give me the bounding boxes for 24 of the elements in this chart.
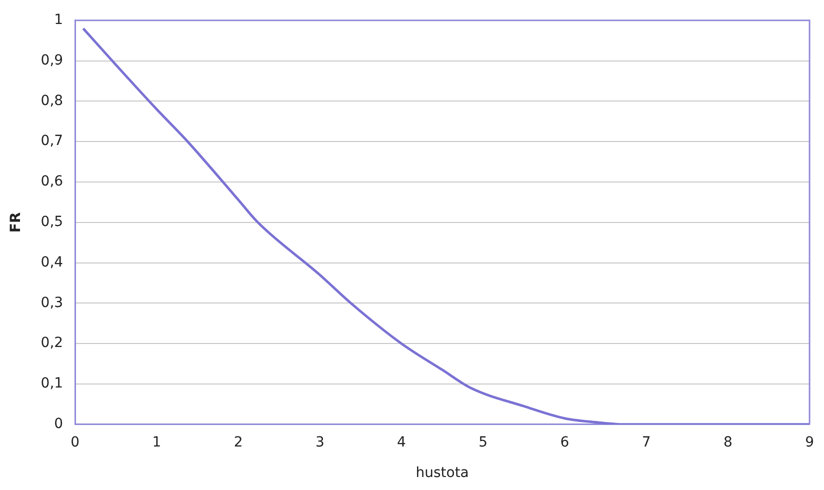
- x-tick-label: 7: [642, 434, 651, 450]
- y-tick-label: 0: [54, 416, 64, 432]
- x-tick-label: 0: [70, 434, 80, 450]
- x-tick-label: 5: [478, 434, 488, 450]
- x-tick-label: 4: [397, 434, 406, 450]
- x-axis-title: hustota: [416, 465, 469, 482]
- x-tick-label: 1: [152, 434, 162, 450]
- x-tick-label: 8: [723, 434, 732, 450]
- y-tick-label: 0,1: [40, 376, 64, 392]
- x-tick-label: 9: [805, 434, 814, 450]
- y-tick-label: 0,7: [40, 133, 64, 150]
- y-tick-label: 0,6: [40, 174, 64, 190]
- x-tick-label: 3: [315, 434, 324, 450]
- line-series: [82, 27, 810, 424]
- y-tick-label: 0,2: [40, 335, 64, 352]
- y-tick-label: 0,5: [40, 214, 64, 230]
- y-tick-label: 0,3: [40, 294, 64, 311]
- y-tick-label: 0,4: [40, 254, 64, 270]
- y-tick-label: 0,8: [40, 92, 64, 109]
- y-tick-label: 0,9: [40, 52, 64, 68]
- y-tick-label: 1: [54, 12, 64, 28]
- y-axis-title: FR: [8, 212, 24, 233]
- x-tick-label: 2: [234, 434, 243, 450]
- x-tick-label: 6: [560, 434, 570, 450]
